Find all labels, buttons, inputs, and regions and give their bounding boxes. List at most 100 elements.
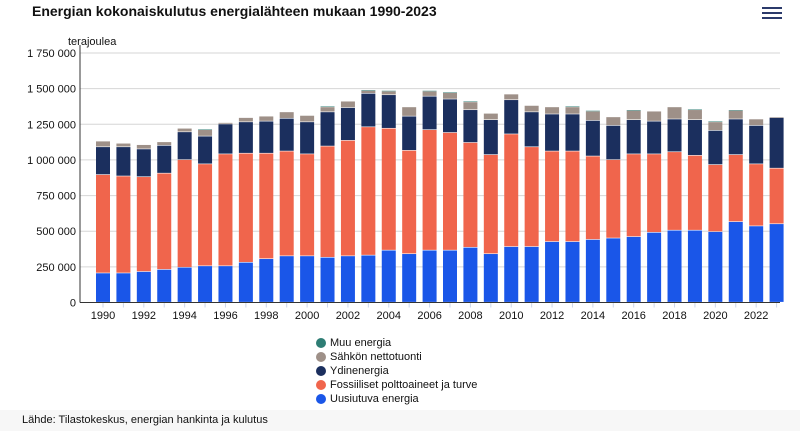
bar-segment-1991-s1 xyxy=(116,176,131,273)
bar-segment-2007-s1 xyxy=(443,132,457,250)
bar-segment-1995-s4 xyxy=(198,129,213,130)
bar-segment-2010-s0 xyxy=(504,246,519,302)
bar-segment-2013-s4 xyxy=(565,106,580,107)
legend-item[interactable]: Ydinenergia xyxy=(316,364,477,378)
bar-segment-2016-s0 xyxy=(626,236,641,302)
bar-segment-2014-s0 xyxy=(585,239,600,302)
bar-segment-2003-s2 xyxy=(361,93,376,127)
bar-segment-2000-s0 xyxy=(300,256,315,302)
source-text: Lähde: Tilastokeskus, energian hankinta … xyxy=(22,414,268,426)
hamburger-menu-icon[interactable] xyxy=(762,4,782,20)
y-tick-label: 750 000 xyxy=(36,191,76,203)
bar-segment-2008-s0 xyxy=(463,247,478,302)
bar-segment-2009-s1 xyxy=(483,154,498,254)
bar-segment-2005-s1 xyxy=(402,150,417,254)
bar-segment-2013-s2 xyxy=(565,114,580,151)
bar-segment-2008-s3 xyxy=(463,102,478,110)
bar-segment-2008-s1 xyxy=(463,142,478,248)
bar-segment-2015-s3 xyxy=(606,117,621,126)
bar-segment-1996-s0 xyxy=(218,266,233,302)
bar-segment-2020-s0 xyxy=(708,231,723,302)
bar-segment-2006-s1 xyxy=(422,129,437,250)
legend-marker-icon xyxy=(316,394,326,404)
bar-segment-1992-s3 xyxy=(136,144,151,149)
bar-segment-1994-s2 xyxy=(177,132,192,160)
bar-segment-2021-s4 xyxy=(728,110,743,111)
legend-item[interactable]: Sähkön nettotuonti xyxy=(316,350,477,364)
bar-segment-2022-s2 xyxy=(749,125,764,164)
bar-segment-2009-s3 xyxy=(483,113,498,120)
x-tick-label: 2016 xyxy=(621,310,645,322)
bar-segment-2019-s4 xyxy=(687,109,702,110)
x-tick-label: 1990 xyxy=(91,310,115,322)
x-tick-label: 2000 xyxy=(295,310,319,322)
bar-segment-1998-s3 xyxy=(259,116,274,121)
legend-item[interactable]: Muu energia xyxy=(316,336,477,350)
bar-segment-2007-s4 xyxy=(443,92,457,93)
bar-segment-1993-s0 xyxy=(157,269,172,302)
bar-segment-2002-s2 xyxy=(340,107,355,141)
bar-segment-2008-s4 xyxy=(463,101,478,102)
bar-segment-1991-s3 xyxy=(116,143,131,147)
legend-item[interactable]: Fossiiliset polttoaineet ja turve xyxy=(316,378,477,392)
y-tick-label: 1 500 000 xyxy=(27,84,76,96)
legend-item[interactable]: Uusiutuva energia xyxy=(316,392,477,406)
legend: Muu energia Sähkön nettotuonti Ydinenergia… xyxy=(316,336,477,406)
bar-segment-2014-s4 xyxy=(585,110,600,112)
bar-segment-2013-s1 xyxy=(565,151,580,242)
bar-segment-2013-s3 xyxy=(565,107,580,114)
x-tick-label: 2018 xyxy=(662,310,686,322)
bar-segment-1995-s3 xyxy=(198,129,213,136)
bar-segment-2001-s2 xyxy=(320,112,335,146)
bar-segment-2002-s3 xyxy=(340,101,355,108)
bar-segment-2000-s1 xyxy=(300,154,315,256)
bar-segment-2011-s1 xyxy=(524,147,539,247)
y-tick-label: 500 000 xyxy=(36,226,76,238)
legend-label: Ydinenergia xyxy=(330,365,389,377)
bar-segment-1997-s2 xyxy=(238,122,253,153)
bar-segment-2023-s0 xyxy=(769,224,784,302)
bar-segment-2005-s2 xyxy=(402,116,417,151)
y-tick-label: 250 000 xyxy=(36,262,76,274)
bar-segment-1994-s3 xyxy=(177,128,192,132)
bar-segment-2018-s1 xyxy=(667,152,682,230)
x-tick-label: 2004 xyxy=(377,310,401,322)
x-tick-label: 1996 xyxy=(213,310,237,322)
legend-marker-icon xyxy=(316,352,326,362)
bar-segment-1994-s0 xyxy=(177,267,192,302)
bar-segment-1995-s0 xyxy=(198,266,213,302)
bar-segment-2004-s3 xyxy=(381,91,396,95)
bar-segment-1991-s2 xyxy=(116,147,131,176)
bar-segment-1992-s0 xyxy=(136,271,151,302)
bar-segment-1999-s2 xyxy=(279,118,294,151)
bar-segment-2020-s4 xyxy=(708,121,723,122)
bar-segment-2001-s1 xyxy=(320,146,335,257)
bar-segment-2023-s1 xyxy=(769,168,784,224)
bar-segment-2007-s3 xyxy=(443,92,457,99)
bar-segment-2006-s2 xyxy=(422,96,437,130)
bar-segment-1992-s1 xyxy=(136,177,151,272)
bar-segment-1998-s2 xyxy=(259,121,274,153)
bar-segment-2018-s3 xyxy=(667,107,682,119)
bar-segment-2023-s3 xyxy=(769,117,784,118)
x-tick-label: 1998 xyxy=(254,310,278,322)
bar-segment-1999-s0 xyxy=(279,256,294,302)
bar-segment-2014-s3 xyxy=(585,111,600,121)
bar-segment-1991-s0 xyxy=(116,273,131,302)
bar-segment-1999-s3 xyxy=(279,112,294,118)
bar-segment-1998-s0 xyxy=(259,259,274,302)
bar-segment-2017-s3 xyxy=(647,111,662,121)
x-tick-label: 2010 xyxy=(499,310,523,322)
bar-segment-1994-s1 xyxy=(177,159,192,267)
bar-segment-1992-s2 xyxy=(136,149,151,177)
y-tick-label: 0 xyxy=(70,298,76,310)
bar-segment-1995-s2 xyxy=(198,136,213,164)
bar-segment-2011-s0 xyxy=(524,246,539,302)
bar-segment-1999-s1 xyxy=(279,151,294,256)
bar-segment-2015-s1 xyxy=(606,159,621,238)
bar-segment-2012-s1 xyxy=(545,151,560,242)
x-tick-label: 2012 xyxy=(540,310,564,322)
bar-segment-1996-s2 xyxy=(218,124,233,154)
x-tick-label: 2008 xyxy=(458,310,482,322)
bar-segment-2000-s3 xyxy=(300,115,315,122)
